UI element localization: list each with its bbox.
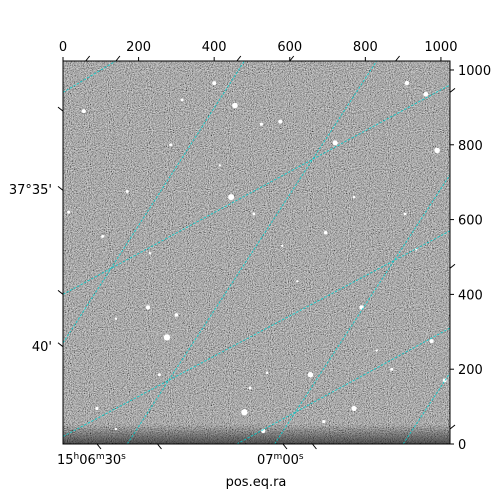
star: [145, 305, 151, 310]
coordinate-grid: [63, 61, 450, 444]
star: [322, 419, 326, 424]
star: [434, 147, 440, 154]
dec-tick-mark: [57, 186, 64, 191]
star: [404, 80, 410, 86]
ra-tick-label: 15h06m30s: [57, 452, 126, 468]
grid-line: [236, 327, 450, 444]
star: [423, 91, 429, 97]
dec-tick-mark: [57, 342, 64, 348]
x-tick-label: 800: [353, 40, 378, 55]
y-pixel-ticks: 0 200 400 600 800 1000: [450, 64, 491, 453]
star: [259, 122, 264, 126]
star: [157, 373, 161, 377]
image-noise: [63, 61, 450, 444]
dec-tick-label: 37°35': [9, 183, 52, 198]
star: [174, 313, 179, 317]
star: [241, 409, 248, 416]
x-axis-title: pos.eq.ra: [226, 475, 287, 490]
grid-line: [63, 84, 450, 295]
star: [212, 81, 217, 86]
star: [248, 386, 252, 390]
star: [390, 367, 394, 371]
star: [252, 212, 256, 216]
grid-line: [63, 61, 117, 93]
star: [332, 140, 338, 146]
star: [81, 109, 86, 114]
grid-line: [126, 61, 378, 444]
grid-line: [63, 230, 450, 437]
x-tick-label: 0: [59, 40, 67, 55]
star: [429, 339, 434, 344]
y-tick-label: 1000: [458, 64, 491, 79]
x-tick-label: 200: [126, 40, 151, 55]
dec-tick-label: 40': [32, 340, 52, 355]
x-tick-label: 400: [202, 40, 227, 55]
star: [95, 406, 99, 411]
sky-image: [63, 61, 450, 444]
star: [359, 305, 364, 310]
star: [148, 252, 152, 255]
ra-tick-mark: [157, 443, 162, 450]
star: [101, 234, 105, 238]
star: [280, 244, 284, 247]
image-edge-shade: [63, 424, 450, 444]
ra-tick-mark: [312, 443, 317, 450]
star: [265, 371, 269, 375]
star: [403, 212, 407, 216]
grid-line: [402, 372, 450, 444]
ra-ticks: [85, 55, 400, 450]
dec-tick-mark: [449, 88, 456, 93]
y-tick-label: 600: [458, 214, 483, 229]
ra-tick-mark: [289, 55, 295, 62]
star: [114, 317, 118, 320]
ra-tick-mark: [282, 443, 288, 450]
ra-tick-mark: [96, 443, 102, 450]
y-tick-label: 800: [458, 139, 483, 154]
ra-tick-label: 07m00s: [257, 452, 304, 468]
star: [180, 98, 184, 102]
star: [375, 349, 378, 352]
x-tick-label: 600: [277, 40, 302, 55]
star: [232, 102, 238, 109]
x-pixel-ticks: 0 200 400 600 800 1000: [59, 40, 457, 61]
star: [67, 210, 71, 214]
star: [278, 119, 283, 124]
y-tick-label: 400: [458, 288, 483, 303]
star: [351, 405, 357, 412]
x-tick-label: 1000: [424, 40, 457, 55]
dec-tick-mark: [57, 290, 64, 295]
star: [218, 164, 222, 167]
dec-tick-mark: [449, 263, 456, 269]
star: [114, 427, 118, 431]
dec-ticks: [57, 88, 456, 430]
star: [296, 280, 299, 283]
star: [163, 334, 171, 341]
star: [415, 248, 418, 251]
star: [125, 190, 129, 194]
dec-tick-mark: [57, 106, 64, 112]
stars: [67, 80, 447, 434]
ra-tick-mark: [85, 55, 91, 62]
plot-frame: [62, 60, 451, 445]
y-tick-label: 0: [458, 438, 466, 453]
dec-tick-mark: [449, 424, 456, 430]
star: [307, 372, 314, 378]
ra-tick-mark: [115, 55, 121, 62]
star: [323, 230, 328, 235]
grid-line: [274, 174, 450, 444]
star: [169, 143, 173, 147]
y-tick-label: 200: [458, 363, 483, 378]
star: [228, 194, 235, 201]
ra-tick-mark: [395, 55, 400, 62]
star: [352, 195, 356, 199]
ra-tick-mark: [236, 55, 242, 62]
